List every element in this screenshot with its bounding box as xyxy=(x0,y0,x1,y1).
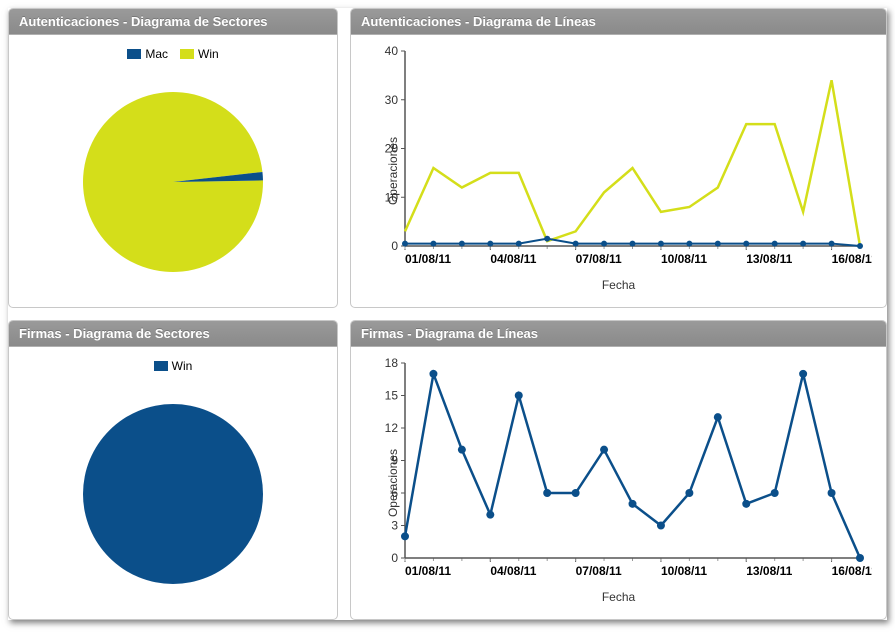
line-chart: 036912151801/08/1104/08/1107/08/1110/08/… xyxy=(357,353,872,588)
svg-text:13/08/11: 13/08/11 xyxy=(746,252,792,266)
legend: Mac Win xyxy=(121,47,224,62)
svg-text:07/08/11: 07/08/11 xyxy=(576,252,622,266)
panel-title: Autenticaciones - Diagrama de Sectores xyxy=(9,9,337,35)
panel-body: Operaciones 036912151801/08/1104/08/1107… xyxy=(351,347,886,619)
panel-body: Win xyxy=(9,347,337,619)
svg-text:3: 3 xyxy=(391,519,398,533)
svg-text:04/08/11: 04/08/11 xyxy=(490,564,536,578)
legend-item: Win xyxy=(154,359,193,373)
legend-item: Win xyxy=(180,47,219,61)
panel-body: Operaciones 01020304001/08/1104/08/1107/… xyxy=(351,35,886,307)
pie-chart xyxy=(23,374,323,604)
svg-text:0: 0 xyxy=(391,239,398,253)
svg-text:10/08/11: 10/08/11 xyxy=(661,564,707,578)
svg-text:16/08/11: 16/08/11 xyxy=(832,564,872,578)
y-axis-label: Operaciones xyxy=(386,449,400,517)
svg-text:18: 18 xyxy=(385,356,399,370)
legend-swatch xyxy=(127,49,141,59)
legend-swatch xyxy=(180,49,194,59)
svg-text:30: 30 xyxy=(385,93,399,107)
panel-firm-pie: Firmas - Diagrama de Sectores Win xyxy=(8,320,338,620)
x-axis-label: Fecha xyxy=(357,278,880,292)
y-axis-label: Operaciones xyxy=(386,137,400,205)
svg-text:04/08/11: 04/08/11 xyxy=(490,252,536,266)
panel-auth-line: Autenticaciones - Diagrama de Líneas Ope… xyxy=(350,8,887,308)
svg-text:15: 15 xyxy=(385,389,399,403)
svg-text:07/08/11: 07/08/11 xyxy=(576,564,622,578)
svg-text:12: 12 xyxy=(385,421,399,435)
panel-title: Firmas - Diagrama de Líneas xyxy=(351,321,886,347)
x-axis-label: Fecha xyxy=(357,590,880,604)
legend-swatch xyxy=(154,361,168,371)
panel-body: Mac Win xyxy=(9,35,337,307)
svg-text:40: 40 xyxy=(385,44,399,58)
legend-label: Mac xyxy=(145,47,168,61)
legend-label: Win xyxy=(172,359,193,373)
legend-label: Win xyxy=(198,47,219,61)
svg-text:0: 0 xyxy=(391,551,398,565)
legend: Win xyxy=(148,359,199,374)
svg-text:01/08/11: 01/08/11 xyxy=(405,252,451,266)
dashboard: Autenticaciones - Diagrama de Sectores M… xyxy=(8,8,887,620)
pie-chart xyxy=(23,62,323,292)
svg-text:16/08/11: 16/08/11 xyxy=(832,252,872,266)
panel-title: Firmas - Diagrama de Sectores xyxy=(9,321,337,347)
panel-firm-line: Firmas - Diagrama de Líneas Operaciones … xyxy=(350,320,887,620)
svg-text:13/08/11: 13/08/11 xyxy=(746,564,792,578)
line-chart: 01020304001/08/1104/08/1107/08/1110/08/1… xyxy=(357,41,872,276)
panel-title: Autenticaciones - Diagrama de Líneas xyxy=(351,9,886,35)
legend-item: Mac xyxy=(127,47,168,61)
panel-auth-pie: Autenticaciones - Diagrama de Sectores M… xyxy=(8,8,338,308)
svg-text:01/08/11: 01/08/11 xyxy=(405,564,451,578)
svg-text:10/08/11: 10/08/11 xyxy=(661,252,707,266)
